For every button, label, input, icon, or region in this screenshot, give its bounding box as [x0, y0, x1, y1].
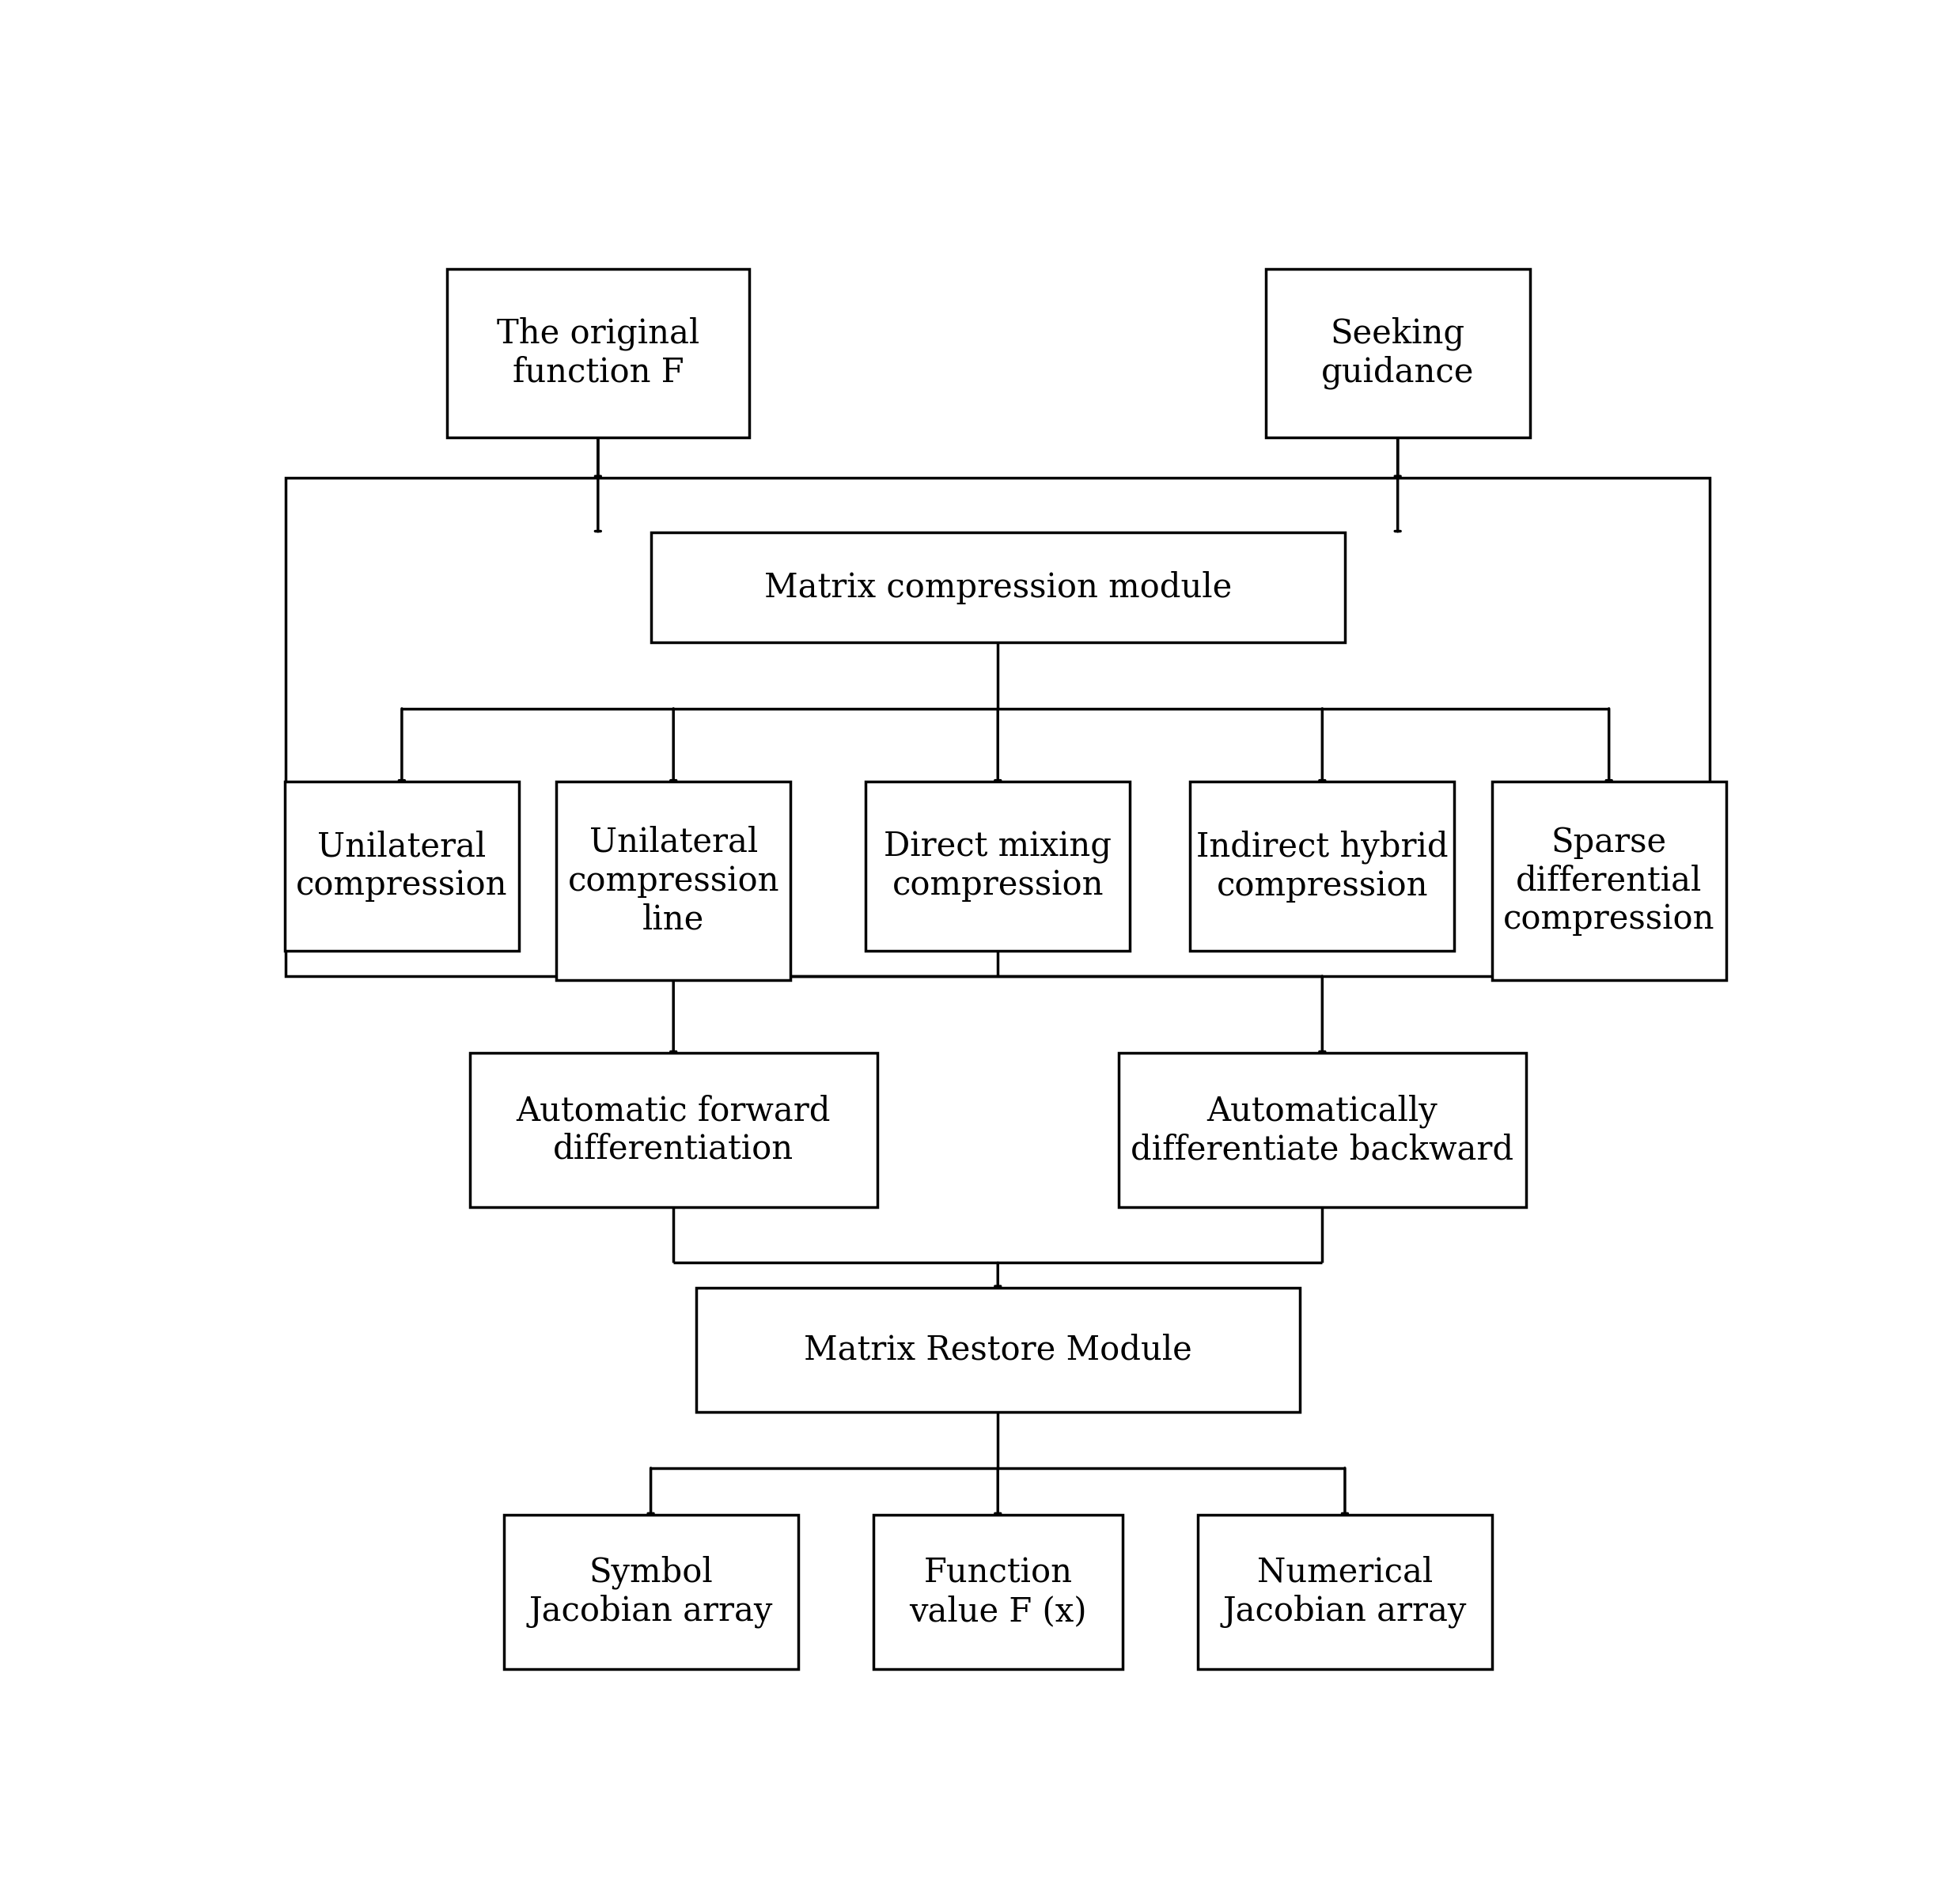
Text: Automatically
differentiate backward: Automatically differentiate backward	[1131, 1095, 1513, 1165]
Text: Numerical
Jacobian array: Numerical Jacobian array	[1223, 1556, 1466, 1628]
Bar	[650, 533, 1345, 644]
Text: Function
value F (x): Function value F (x)	[909, 1556, 1086, 1628]
Text: Automatic forward
differentiation: Automatic forward differentiation	[516, 1095, 831, 1165]
Bar	[697, 1287, 1301, 1413]
Bar	[1190, 783, 1454, 950]
Bar	[1197, 1516, 1491, 1670]
Text: Seeking
guidance: Seeking guidance	[1322, 316, 1474, 388]
Text: Unilateral
compression
line: Unilateral compression line	[569, 826, 779, 937]
Text: The original
function F: The original function F	[496, 318, 699, 388]
Text: Matrix compression module: Matrix compression module	[763, 571, 1232, 604]
Text: Sparse
differential
compression: Sparse differential compression	[1503, 826, 1715, 937]
Bar	[469, 1053, 876, 1207]
Text: Direct mixing
compression: Direct mixing compression	[884, 830, 1112, 902]
Bar	[874, 1516, 1121, 1670]
Text: Symbol
Jacobian array: Symbol Jacobian array	[530, 1556, 773, 1628]
Bar	[448, 268, 750, 438]
Text: Unilateral
compression: Unilateral compression	[296, 830, 508, 902]
Bar	[1266, 268, 1530, 438]
Bar	[504, 1516, 798, 1670]
Bar	[286, 478, 1709, 977]
Text: Matrix Restore Module: Matrix Restore Module	[804, 1333, 1192, 1367]
Bar	[284, 783, 518, 950]
Bar	[866, 783, 1129, 950]
Bar	[557, 783, 790, 981]
Bar	[1118, 1053, 1526, 1207]
Text: Indirect hybrid
compression: Indirect hybrid compression	[1195, 830, 1449, 902]
Bar	[1491, 783, 1725, 981]
